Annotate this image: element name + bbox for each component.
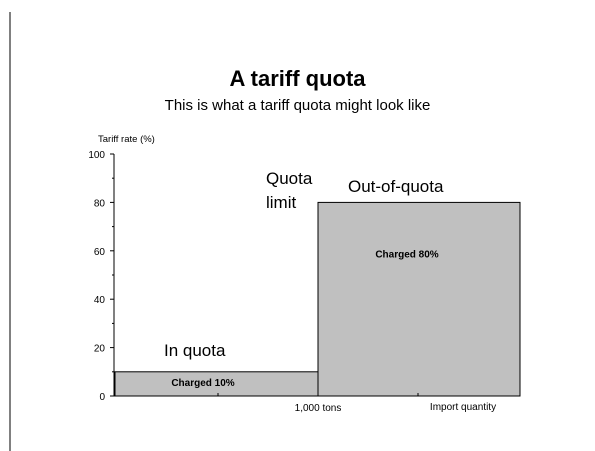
x-marker-label: 1,000 tons (295, 403, 342, 414)
chart-subtitle: This is what a tariff quota might look l… (165, 97, 431, 114)
y-tick-label: 80 (94, 198, 106, 209)
y-ticks-layer: 0 20 40 60 80 100 (88, 150, 114, 403)
quota-limit-label-line2: limit (266, 193, 296, 212)
y-tick-label: 40 (94, 295, 106, 306)
y-tick-label: 0 (99, 392, 105, 403)
out-of-quota-label: Out-of-quota (348, 177, 444, 196)
in-quota-label: In quota (164, 341, 226, 360)
y-tick-label: 60 (94, 247, 106, 258)
y-tick-label: 100 (88, 150, 105, 161)
bars-layer: Charged 10% Charged 80% (114, 201, 521, 397)
y-tick-label: 20 (94, 344, 106, 355)
chart-title: A tariff quota (229, 66, 366, 91)
y-axis-label: Tariff rate (%) (98, 134, 155, 145)
quota-limit-label-line1: Quota (266, 169, 313, 188)
x-axis-label: Import quantity (430, 402, 496, 413)
bar-value-label: Charged 10% (171, 378, 234, 389)
bar-value-label: Charged 80% (375, 249, 438, 260)
bar-out-of-quota (317, 201, 521, 397)
